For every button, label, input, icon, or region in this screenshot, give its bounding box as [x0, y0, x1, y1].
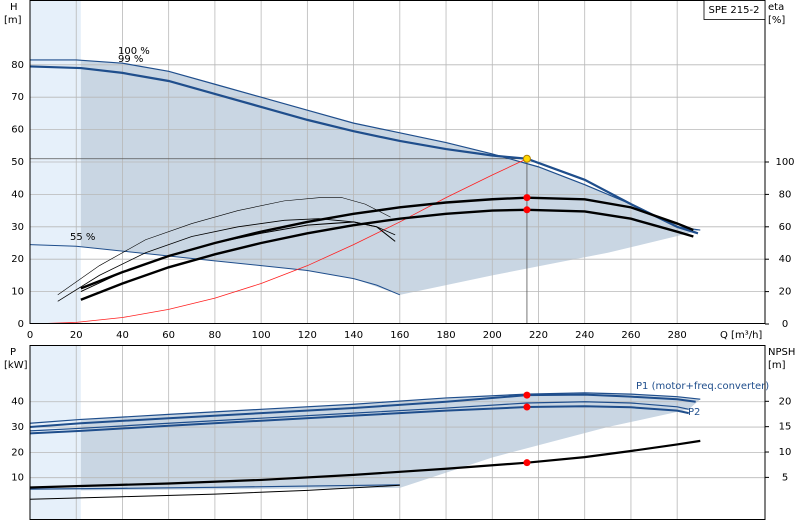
y2-axis-label: NPSH — [768, 347, 795, 358]
x-tick-label: 0 — [27, 330, 33, 341]
curve — [57, 197, 391, 296]
duty-point — [523, 391, 531, 399]
y-tick-label: 20 — [11, 254, 24, 265]
y2-tick-label: 5 — [782, 472, 788, 483]
y-tick-label: 40 — [11, 397, 24, 408]
curve — [30, 158, 528, 324]
x-tick-label: 140 — [344, 330, 363, 341]
curve — [30, 65, 699, 235]
y2-tick-label: 20 — [779, 396, 792, 407]
curve-label: P2 — [688, 407, 700, 418]
y-tick-label: 60 — [11, 125, 24, 136]
y2-axis-unit: [m] — [768, 360, 786, 371]
x-tick-label: 40 — [116, 330, 129, 341]
x-tick-label: 180 — [436, 330, 455, 341]
y-tick-label: 10 — [11, 473, 24, 484]
plot — [30, 345, 765, 520]
x-tick-label: 20 — [70, 330, 83, 341]
y-axis-label: P — [10, 347, 16, 358]
curve — [30, 392, 701, 424]
annotation: 100 % — [118, 46, 150, 57]
curve — [30, 405, 689, 435]
y-tick-label: 30 — [11, 222, 24, 233]
y-tick-label: 70 — [11, 92, 24, 103]
curve — [30, 484, 400, 490]
plot — [30, 0, 765, 324]
operating-area — [80, 392, 701, 491]
annotation: 99 % — [118, 54, 143, 65]
y2-tick-label: 40 — [779, 254, 792, 265]
y-tick-label: 20 — [11, 447, 24, 458]
duty-point — [522, 154, 531, 163]
y2-tick-label: 0 — [782, 319, 788, 330]
duty-point — [523, 194, 531, 202]
y2-tick-label: 20 — [779, 287, 792, 298]
curve — [30, 59, 701, 231]
y-axis-unit: [m] — [4, 15, 22, 26]
curve — [30, 244, 401, 296]
curve-label: P1 (motor+freq.converter) — [636, 381, 769, 392]
y2-tick-label: 60 — [779, 222, 792, 233]
curve — [57, 218, 396, 302]
y-axis-unit: [kW] — [4, 360, 28, 371]
y2-axis-unit: [%] — [768, 15, 785, 26]
x-tick-label: 240 — [575, 330, 594, 341]
x-tick-label: 200 — [483, 330, 502, 341]
duty-point — [523, 206, 531, 214]
x-tick-label: 280 — [668, 330, 687, 341]
y2-tick-label: 80 — [779, 189, 792, 200]
y2-tick-label: 15 — [779, 422, 792, 433]
y2-tick-label: 10 — [779, 447, 792, 458]
curve — [30, 484, 400, 500]
y-tick-label: 10 — [11, 287, 24, 298]
x-tick-label: 80 — [209, 330, 222, 341]
annotation: 55 % — [70, 232, 95, 243]
duty-point — [523, 459, 531, 467]
title-box — [703, 0, 766, 20]
x-tick-label: 60 — [162, 330, 175, 341]
x-axis-label: Q [m³/h] — [720, 330, 762, 341]
curve — [30, 439, 701, 489]
y-tick-label: 80 — [11, 60, 24, 71]
y-axis-label: H — [10, 2, 18, 13]
y-tick-label: 50 — [11, 157, 24, 168]
x-tick-label: 220 — [529, 330, 548, 341]
curve — [80, 208, 694, 301]
y2-axis-label: eta — [768, 2, 784, 13]
y-tick-label: 30 — [11, 422, 24, 433]
y2-tick-label: 100 — [775, 157, 794, 168]
duty-point — [523, 403, 531, 411]
x-tick-label: 260 — [621, 330, 640, 341]
curve — [30, 401, 689, 432]
x-tick-label: 160 — [390, 330, 409, 341]
y-tick-label: 0 — [18, 319, 24, 330]
curve — [30, 393, 696, 429]
x-tick-label: 120 — [298, 330, 317, 341]
x-tick-label: 100 — [252, 330, 271, 341]
plot-frame — [29, 0, 766, 324]
chart-title: SPE 215-2 — [709, 5, 760, 16]
operating-area — [80, 59, 701, 295]
y-tick-label: 40 — [11, 189, 24, 200]
